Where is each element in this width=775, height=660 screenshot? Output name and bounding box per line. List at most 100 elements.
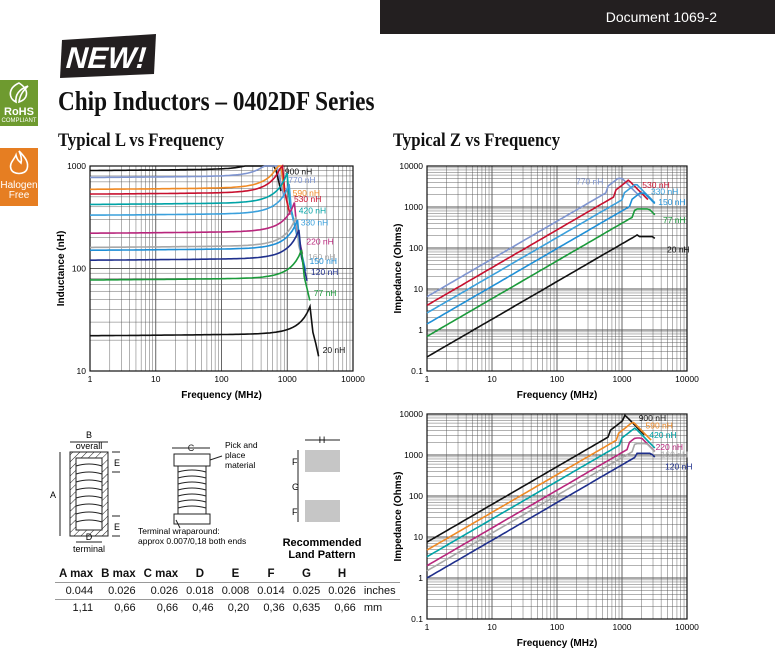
y-axis-label: Impedance (Ohms) — [393, 223, 404, 313]
series-label: 77 nH — [314, 288, 337, 298]
series-line — [426, 452, 656, 579]
z-chart-upper-grid — [427, 166, 687, 371]
series-line — [426, 442, 656, 572]
unit-cell: mm — [363, 602, 383, 614]
series-label: 160 nH — [661, 450, 688, 460]
series-line — [426, 427, 656, 558]
unit-cell: inches — [359, 582, 400, 600]
table-cell: 0.014 — [253, 582, 289, 600]
x-tick-label: 1 — [425, 622, 430, 632]
land-pattern-drawing: H F G F Recommended Land Pattern — [283, 435, 362, 561]
table-cell: 0,36 — [263, 602, 285, 614]
series-label: 20 nH — [323, 345, 346, 355]
dim-label-overall: overall — [76, 441, 103, 451]
document-number-bar: Document 1069-2 — [380, 0, 775, 34]
dim-label-g: G — [292, 482, 299, 492]
y-axis-label: Inductance (nH) — [56, 231, 67, 307]
y-tick-label: 0.1 — [411, 366, 423, 376]
series-line — [89, 164, 291, 215]
table-row: 0.044 0.026 0.026 0.018 0.008 0.014 0.02… — [55, 582, 400, 600]
z-chart-lower-plot-border — [426, 413, 688, 620]
series-line — [426, 177, 643, 298]
z-chart-upper-plot-border — [426, 165, 688, 372]
y-tick-label: 10 — [414, 532, 424, 542]
dimensions-header-row: A max B max C max D E F G H — [55, 566, 400, 583]
series-label: 420 nH — [649, 430, 676, 440]
series-line — [90, 229, 308, 281]
table-cell: 1,11 — [72, 602, 94, 614]
series-label: 160 nH — [308, 252, 335, 262]
dim-label-e-top: E — [114, 458, 120, 468]
series-label: 120 nH — [311, 267, 338, 277]
x-tick-label: 10 — [487, 374, 497, 384]
dim-label-e-bottom: E — [114, 522, 120, 532]
series-line — [426, 183, 656, 314]
new-badge: NEW! — [60, 34, 156, 78]
y-tick-label: 100 — [72, 264, 86, 274]
z-vs-frequency-chart-upper: 1 10 100 1000 100000.1110100100010000Frequen… — [393, 161, 699, 401]
series-label: 77 nH — [663, 215, 686, 225]
x-tick-label: 10 — [151, 374, 161, 384]
series-line — [426, 208, 656, 338]
series-label: 900 nH — [639, 413, 666, 423]
l-chart-title: Typical L vs Frequency — [58, 130, 225, 151]
series-label: 770 nH — [288, 175, 315, 185]
dimension-drawings: B overall A E E D terminal C Pick and pla… — [50, 430, 362, 561]
series-label: 530 nH — [642, 180, 669, 190]
rohs-label: RoHS — [4, 106, 34, 118]
series-line — [426, 437, 656, 567]
table-cell: 0.026 — [139, 582, 183, 600]
col-header: B max — [101, 568, 136, 580]
y-tick-label: 100 — [409, 491, 423, 501]
series-line — [426, 234, 656, 358]
land-pattern-label: Recommended Land Pattern — [283, 537, 362, 561]
x-tick-label: 1 — [88, 374, 93, 384]
x-tick-label: 100 — [550, 374, 564, 384]
x-axis-label: Frequency (MHz) — [181, 390, 262, 401]
series-label: 530 nH — [294, 194, 321, 204]
x-tick-label: 100 — [550, 622, 564, 632]
series-label: 120 nH — [665, 461, 692, 471]
y-tick-label: 1000 — [404, 202, 423, 212]
col-header: E — [231, 568, 240, 580]
table-row: 1,11 0,66 0,66 0,46 0,20 0,36 0,635 0,66… — [55, 600, 400, 617]
series-line — [90, 249, 311, 301]
l-chart-grid — [90, 166, 353, 371]
series-label: 330 nH — [651, 187, 678, 197]
col-header: G — [302, 568, 311, 580]
x-tick-label: 100 — [214, 374, 228, 384]
table-cell: 0,635 — [292, 602, 321, 614]
document-number: Document 1069-2 — [605, 9, 717, 25]
y-tick-label: 10 — [414, 284, 424, 294]
series-label: 150 nH — [310, 256, 337, 266]
pick-and-place-label: Pick and place material — [225, 440, 258, 470]
col-header: A max — [59, 568, 94, 580]
dim-label-b: B — [86, 430, 92, 440]
y-tick-label: 100 — [409, 243, 423, 253]
x-tick-label: 1000 — [613, 374, 632, 384]
dim-label-a: A — [50, 490, 56, 500]
table-cell: 0.026 — [324, 582, 360, 600]
series-line — [90, 165, 290, 211]
series-line — [89, 219, 307, 271]
new-badge-text: NEW! — [65, 42, 147, 75]
series-label: 330 nH — [301, 217, 328, 227]
series-line — [426, 421, 652, 551]
table-cell: 0.025 — [288, 582, 325, 600]
series-label: 900 nH — [285, 167, 312, 177]
table-cell: 0,66 — [114, 602, 136, 614]
x-tick-label: 10 — [487, 622, 497, 632]
series-line — [90, 216, 305, 269]
series-label: 220 nH — [656, 442, 683, 452]
y-tick-label: 1 — [418, 325, 423, 335]
col-header: H — [337, 568, 347, 580]
series-line — [426, 192, 656, 325]
halogen-label: Halogen — [0, 180, 38, 191]
table-cell: 0.026 — [97, 582, 140, 600]
table-cell: 0.008 — [217, 582, 254, 600]
series-line — [90, 165, 285, 199]
table-cell: 0,66 — [156, 602, 179, 614]
dim-label-terminal: terminal — [73, 544, 105, 554]
leaf-icon — [9, 82, 29, 104]
terminal-wraparound-label: Terminal wraparound: approx 0.007/0,18 bo… — [138, 526, 246, 546]
